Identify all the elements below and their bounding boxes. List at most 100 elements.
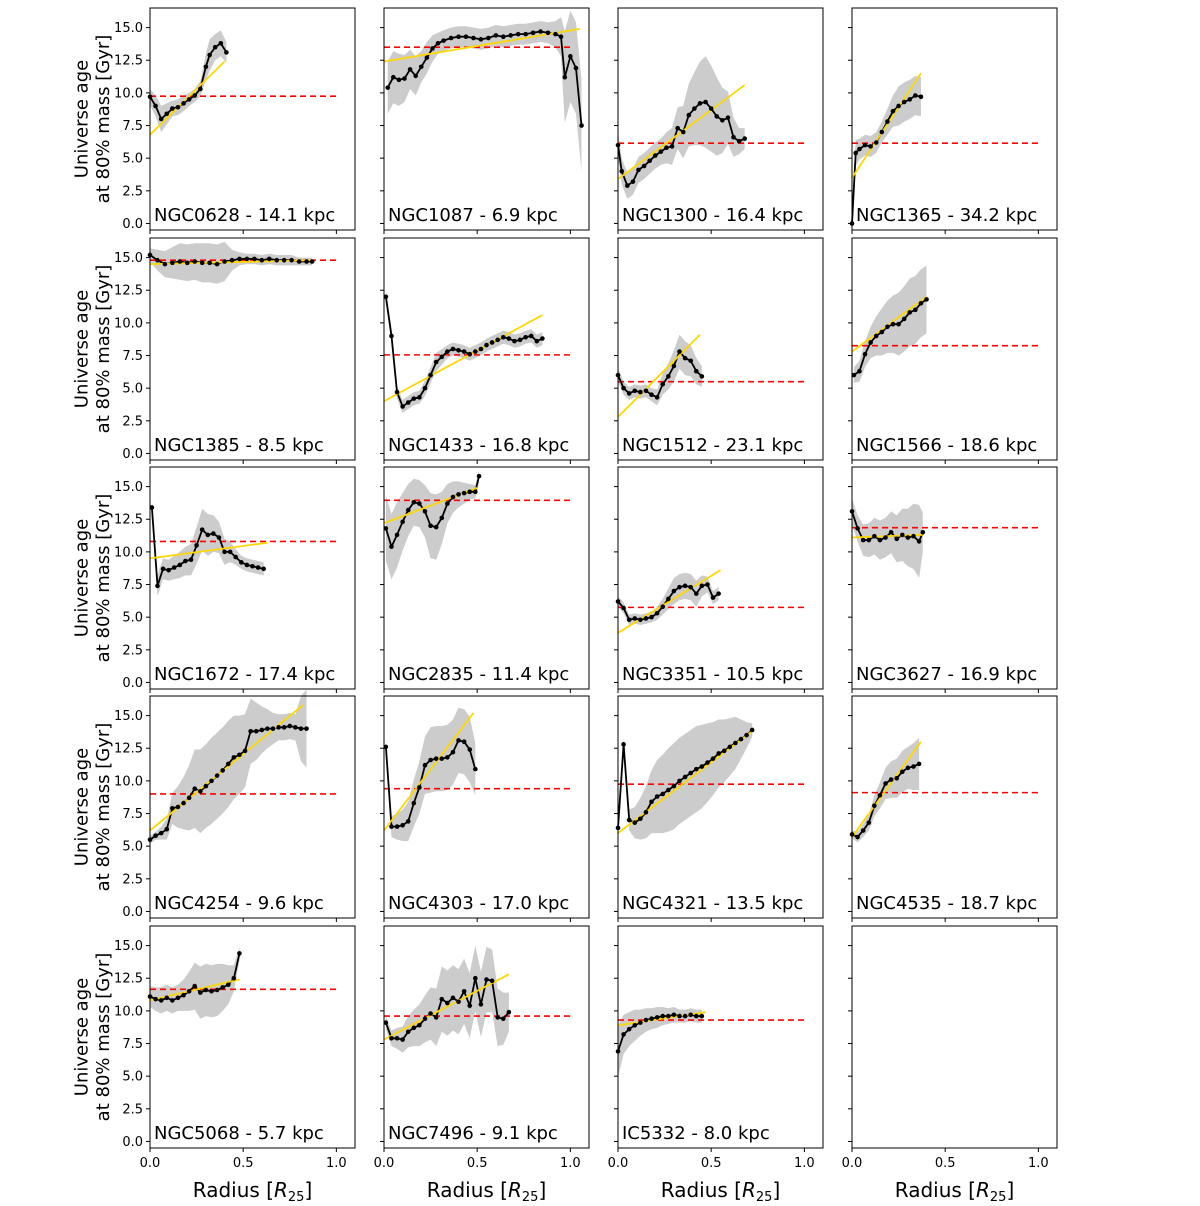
panel-7: NGC1566 - 18.6 kpc [848,237,1058,464]
data-point [170,806,175,811]
data-point [621,742,626,747]
profile-line [617,349,703,399]
data-point [467,1003,473,1008]
data-point [281,725,287,730]
data-point [207,52,212,58]
data-point [181,800,186,806]
uncertainty-band [150,30,227,133]
data-point [508,33,514,38]
fit-line [851,72,922,179]
data-point [733,740,738,746]
data-point [632,388,638,394]
data-point [463,34,469,40]
data-point [242,748,248,754]
panel-label: NGC1672 - 17.4 kpc [154,664,335,685]
fit-line [383,973,510,1041]
x-tick-label: 1.0 [560,1156,581,1171]
axes-frame [617,466,824,690]
data-point [855,834,860,840]
data-point [231,755,237,760]
data-point [391,74,396,80]
data-point [170,106,175,111]
data-point [853,150,859,156]
data-point [697,101,703,106]
data-point [693,591,699,596]
data-point [450,494,456,500]
data-point [682,1013,688,1019]
data-point [660,791,666,797]
data-point [205,532,211,538]
data-point [216,535,222,540]
data-point [621,1032,626,1037]
data-point [207,260,212,266]
data-point [857,146,862,152]
data-point [411,800,417,806]
data-point [473,349,478,354]
data-point [736,138,742,144]
data-point [422,509,428,514]
data-point [682,774,688,780]
panel-label: NGC5068 - 5.7 kpc [154,1123,324,1144]
data-point [720,118,725,123]
data-point [177,259,183,264]
axes-frame [383,237,590,461]
y-tick-label: 2.5 [122,184,143,199]
axes-frame [149,466,356,690]
data-point [506,1009,512,1015]
data-point [905,765,911,771]
data-point [705,582,710,587]
data-point [894,775,900,781]
data-point [304,726,309,731]
data-point [158,998,164,1003]
data-point [171,565,177,570]
data-point [181,992,186,998]
data-point [873,333,879,339]
fit-line [617,569,721,634]
y-tick-label: 0.0 [122,217,143,232]
data-point [396,77,402,83]
data-point [445,349,450,354]
data-point [170,998,175,1003]
panel-8: NGC1672 - 17.4 kpc 0.0 2.5 5.0 7.5 10.0 12.5 15… [72,466,356,693]
data-point [199,260,205,266]
data-point [289,257,294,263]
data-point [456,34,461,40]
data-point [209,778,214,784]
data-point [199,527,205,532]
data-point [253,728,259,734]
data-point [742,136,748,141]
data-point [562,74,568,80]
y-tick-label: 15.0 [114,21,143,36]
panel-2: NGC1300 - 16.4 kpc [614,7,824,234]
data-point [654,1015,660,1020]
data-point [407,67,413,72]
data-point [523,31,528,37]
y-tick-label: 12.5 [114,513,143,528]
data-point [203,783,209,789]
data-point [473,766,478,772]
axes-frame [383,925,590,1149]
data-point [287,723,293,729]
data-point [439,996,445,1002]
panel-6: NGC1512 - 23.1 kpc [614,237,824,464]
data-point [649,614,654,620]
x-axis-label: Radius [R25] [427,1178,547,1205]
data-point [383,526,389,531]
data-point [428,1011,433,1016]
data-point [478,37,484,42]
y-tick-label: 10.0 [114,1004,143,1019]
data-point [203,987,209,993]
data-point [666,1013,671,1019]
data-point [500,34,506,40]
uncertainty-band [618,56,745,199]
data-point [545,30,551,36]
data-point [394,532,400,538]
data-point [183,558,188,564]
data-point [489,340,495,345]
panel-17: NGC7496 - 9.1 kpc 0.0 0.5 1.0 Radius [R25] [374,925,590,1205]
data-point [885,119,890,124]
panel-label: NGC1512 - 23.1 kpc [622,435,803,456]
data-point [710,756,716,761]
data-point [671,783,677,789]
